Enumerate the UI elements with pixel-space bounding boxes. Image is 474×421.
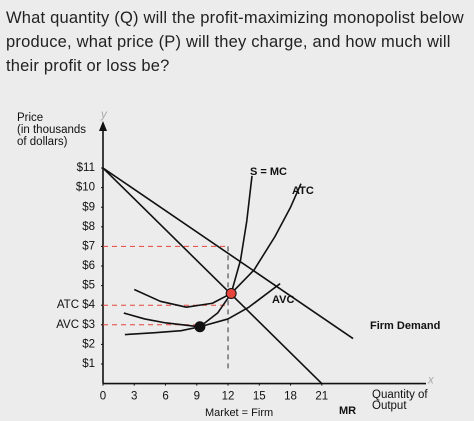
x-tick-label: 12	[222, 391, 235, 403]
axis-letter: y	[100, 109, 108, 121]
y-tick-label: AVC $3	[56, 319, 95, 331]
x-axis-label: Quantity of	[372, 389, 428, 401]
curve	[102, 167, 354, 340]
y-axis-label: (in thousands	[17, 124, 86, 136]
curve-label: MR	[339, 405, 356, 417]
curve	[102, 167, 323, 385]
y-tick-label: $7	[82, 240, 95, 252]
y-tick-label: $5	[82, 280, 95, 292]
curve-label: AVC	[272, 294, 294, 306]
x-tick-label: 9	[194, 391, 200, 403]
y-axis-label: of dollars)	[17, 136, 68, 148]
question: What quantity (Q) will the profit-maximi…	[6, 9, 464, 75]
y-tick-label: $10	[76, 182, 95, 194]
x-tick-label: 3	[131, 391, 137, 403]
y-tick-label: $1	[82, 358, 95, 370]
curve-label: Firm Demand	[370, 320, 440, 332]
x-tick-label: 21	[315, 391, 328, 403]
x-tick-label: 6	[162, 391, 168, 403]
y-tick-label: $9	[82, 201, 95, 213]
x-tick-label: 18	[284, 391, 297, 403]
point	[194, 321, 206, 333]
curve	[124, 175, 253, 336]
note: Market = Firm	[205, 407, 273, 419]
x-tick-label: 15	[253, 391, 266, 403]
y-arrow	[99, 121, 107, 131]
curve-label: ATC	[292, 185, 314, 197]
curve-label: S = MC	[250, 166, 287, 178]
y-axis-label: Price	[17, 112, 43, 124]
y-tick-label: ATC $4	[57, 299, 96, 311]
x-tick-label: 0	[100, 391, 106, 403]
point	[225, 287, 237, 299]
axis-letter: x	[427, 375, 435, 387]
y-tick-label: $11	[77, 162, 95, 174]
x-axis-label: Output	[372, 400, 407, 412]
y-tick-label: $6	[82, 260, 95, 272]
y-tick-label: $8	[82, 221, 95, 233]
y-tick-label: $2	[82, 338, 95, 350]
